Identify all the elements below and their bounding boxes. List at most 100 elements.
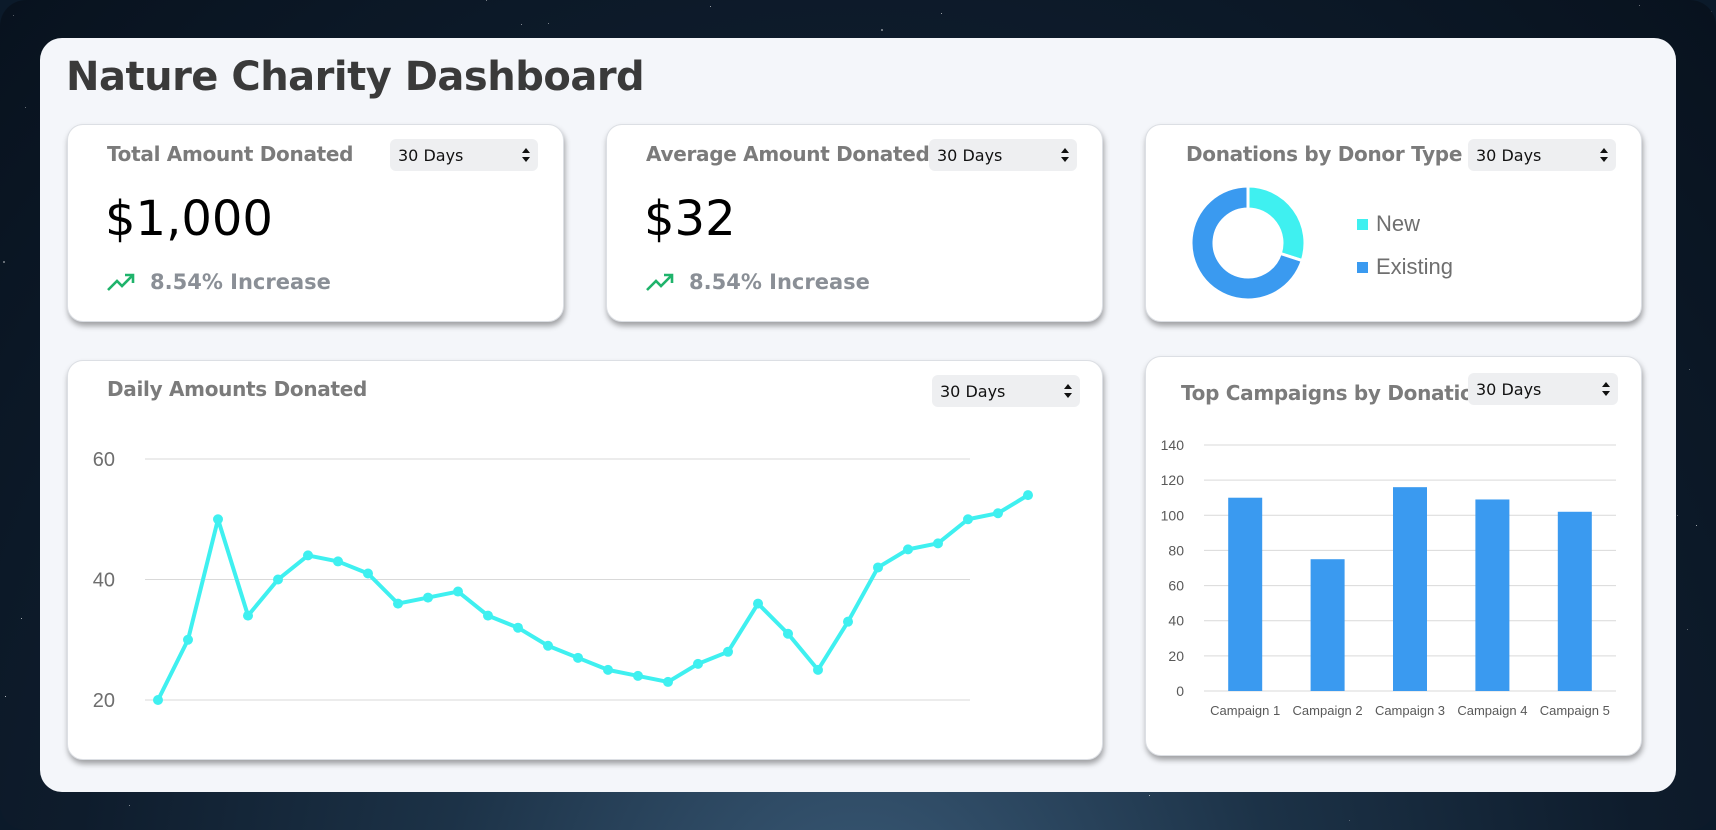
data-point bbox=[273, 574, 283, 585]
data-point bbox=[153, 695, 163, 705]
star bbox=[1696, 525, 1697, 526]
card-title: Daily Amounts Donated bbox=[107, 377, 367, 401]
card-title: Donations by Donor Type bbox=[1186, 142, 1463, 166]
range-select[interactable]: 30 Days bbox=[929, 139, 1077, 171]
up-down-arrows-icon bbox=[1600, 148, 1608, 162]
star bbox=[21, 618, 22, 619]
data-point bbox=[423, 592, 433, 603]
top-campaigns-card: Top Campaigns by Donations 30 Days 0 20 40… bbox=[1145, 356, 1642, 756]
donut-slice-existing bbox=[1190, 185, 1305, 301]
x-tick-label: Campaign 5 bbox=[1540, 703, 1610, 718]
star bbox=[486, 0, 487, 1]
data-point bbox=[633, 670, 643, 681]
bar bbox=[1310, 559, 1345, 691]
bar bbox=[1393, 487, 1427, 691]
data-point bbox=[663, 676, 673, 687]
y-tick-label: 20 bbox=[93, 690, 115, 712]
x-tick-label: Campaign 3 bbox=[1375, 703, 1445, 718]
select-value: 30 Days bbox=[937, 146, 1003, 165]
series-line bbox=[156, 493, 1030, 701]
data-point bbox=[753, 598, 763, 609]
data-point bbox=[843, 616, 853, 627]
donut-slice-new bbox=[1246, 185, 1306, 263]
data-point bbox=[303, 550, 313, 561]
up-down-arrows-icon bbox=[522, 148, 530, 162]
trending-up-icon bbox=[646, 273, 674, 291]
dashboard-panel: Nature Charity Dashboard Total Amount Do… bbox=[40, 38, 1676, 792]
dashboard-title: Nature Charity Dashboard bbox=[66, 54, 645, 100]
data-point bbox=[573, 652, 583, 663]
star bbox=[881, 29, 883, 31]
bar bbox=[1475, 499, 1510, 691]
data-point bbox=[483, 610, 493, 621]
data-point bbox=[603, 664, 613, 675]
range-select[interactable]: 30 Days bbox=[390, 139, 538, 171]
total-amount-card: Total Amount Donated 30 Days $1,000 8.54… bbox=[67, 124, 564, 322]
star bbox=[1689, 369, 1690, 370]
range-select[interactable]: 30 Days bbox=[1468, 373, 1618, 405]
up-down-arrows-icon bbox=[1064, 384, 1072, 398]
data-point bbox=[1023, 490, 1033, 501]
daily-amounts-card: Daily Amounts Donated 30 Days 20 40 60 bbox=[67, 360, 1103, 760]
y-tick-label: 20 bbox=[1168, 648, 1184, 664]
star bbox=[13, 15, 14, 16]
trend-text: 8.54% Increase bbox=[689, 270, 870, 294]
legend-label: New bbox=[1376, 211, 1421, 236]
donor-type-card: Donations by Donor Type 30 Days New Exis… bbox=[1145, 124, 1642, 322]
average-amount-card: Average Amount Donated 30 Days $32 8.54%… bbox=[606, 124, 1103, 322]
average-amount-value: $32 bbox=[644, 191, 736, 247]
data-point bbox=[243, 610, 253, 621]
total-amount-value: $1,000 bbox=[105, 191, 273, 247]
data-point bbox=[903, 544, 913, 555]
y-tick-label: 140 bbox=[1161, 437, 1185, 453]
star bbox=[1149, 795, 1150, 796]
x-tick-label: Campaign 4 bbox=[1457, 703, 1527, 718]
star bbox=[3, 261, 5, 263]
up-down-arrows-icon bbox=[1061, 148, 1069, 162]
star bbox=[521, 24, 522, 25]
range-select[interactable]: 30 Days bbox=[1468, 139, 1616, 171]
star bbox=[129, 805, 130, 806]
star bbox=[1677, 515, 1678, 516]
up-down-arrows-icon bbox=[1602, 382, 1610, 396]
select-value: 30 Days bbox=[940, 382, 1006, 401]
data-point bbox=[213, 514, 223, 525]
data-point bbox=[183, 634, 193, 645]
star bbox=[1711, 11, 1712, 12]
top-campaigns-bar-chart: 0 20 40 60 80 100 120 140 Campaign 1 Campaign 2 Ca… bbox=[1161, 437, 1616, 718]
y-tick-label: 0 bbox=[1176, 683, 1184, 699]
data-point bbox=[873, 562, 883, 573]
legend-label: Existing bbox=[1376, 254, 1454, 279]
x-tick-label: Campaign 2 bbox=[1293, 703, 1363, 718]
trending-up-icon bbox=[107, 273, 135, 291]
y-tick-label: 100 bbox=[1161, 507, 1185, 523]
data-point bbox=[963, 514, 973, 525]
data-point bbox=[993, 508, 1003, 519]
star bbox=[548, 23, 549, 24]
y-tick-label: 40 bbox=[1168, 613, 1184, 629]
card-title: Total Amount Donated bbox=[107, 142, 354, 166]
card-title: Top Campaigns by Donations bbox=[1181, 381, 1500, 405]
daily-amounts-line-chart: 20 40 60 bbox=[93, 449, 1033, 712]
trend-text: 8.54% Increase bbox=[150, 270, 331, 294]
star bbox=[1687, 629, 1688, 630]
legend-item-existing: Existing bbox=[1357, 254, 1453, 280]
card-title: Average Amount Donated bbox=[646, 142, 930, 166]
trend-indicator: 8.54% Increase bbox=[106, 270, 331, 294]
data-point bbox=[333, 556, 343, 567]
data-point bbox=[513, 622, 523, 633]
legend-swatch bbox=[1357, 261, 1368, 273]
star bbox=[710, 6, 711, 7]
select-value: 30 Days bbox=[1476, 146, 1542, 165]
data-point bbox=[813, 664, 823, 675]
range-select[interactable]: 30 Days bbox=[932, 375, 1080, 407]
data-point bbox=[933, 538, 943, 549]
data-point bbox=[543, 640, 553, 651]
data-point bbox=[363, 568, 373, 579]
y-tick-label: 60 bbox=[1168, 578, 1184, 594]
select-value: 30 Days bbox=[1476, 380, 1542, 399]
select-value: 30 Days bbox=[398, 146, 464, 165]
donor-type-donut-chart bbox=[1190, 185, 1306, 301]
star bbox=[941, 13, 942, 14]
star bbox=[25, 107, 26, 108]
